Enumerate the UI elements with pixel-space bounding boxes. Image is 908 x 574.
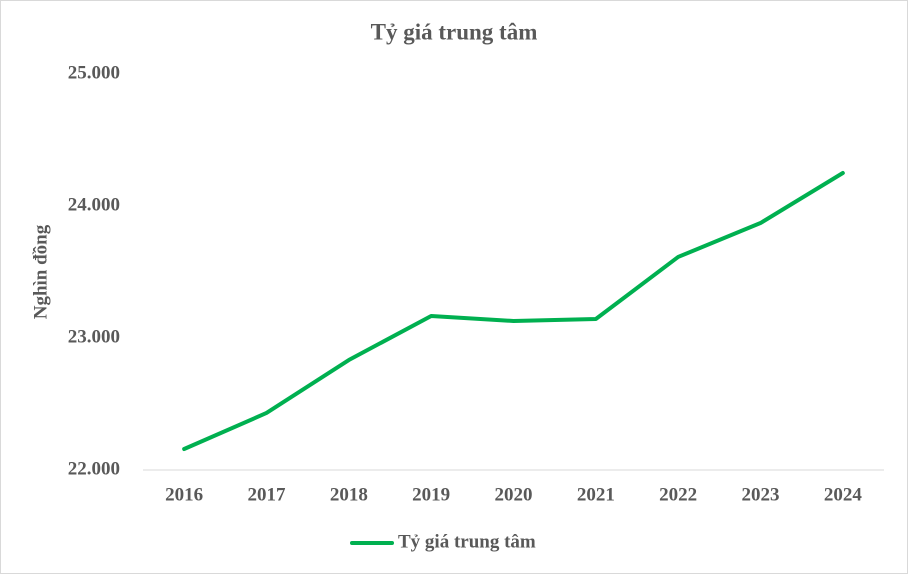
x-tick-label: 2018: [330, 484, 368, 505]
x-tick-label: 2019: [412, 484, 450, 505]
x-tick-label: 2016: [165, 484, 203, 505]
x-tick-label: 2024: [824, 484, 863, 505]
x-tick-label: 2017: [248, 484, 287, 505]
x-tick-label: 2020: [495, 484, 533, 505]
x-tick-label: 2021: [577, 484, 615, 505]
chart-title: Tỷ giá trung tâm: [371, 19, 538, 44]
y-tick-label: 24.000: [68, 194, 120, 215]
data-line: [182, 171, 845, 452]
y-tick-label: 23.000: [68, 326, 120, 347]
x-tick-label: 2022: [659, 484, 697, 505]
y-tick-label: 25.000: [68, 62, 120, 83]
x-tick-label: 2023: [742, 484, 780, 505]
legend-label: Tỷ giá trung tâm: [398, 531, 536, 552]
y-tick-label: 22.000: [68, 458, 120, 479]
y-axis-label: Nghìn đồng: [30, 224, 51, 319]
